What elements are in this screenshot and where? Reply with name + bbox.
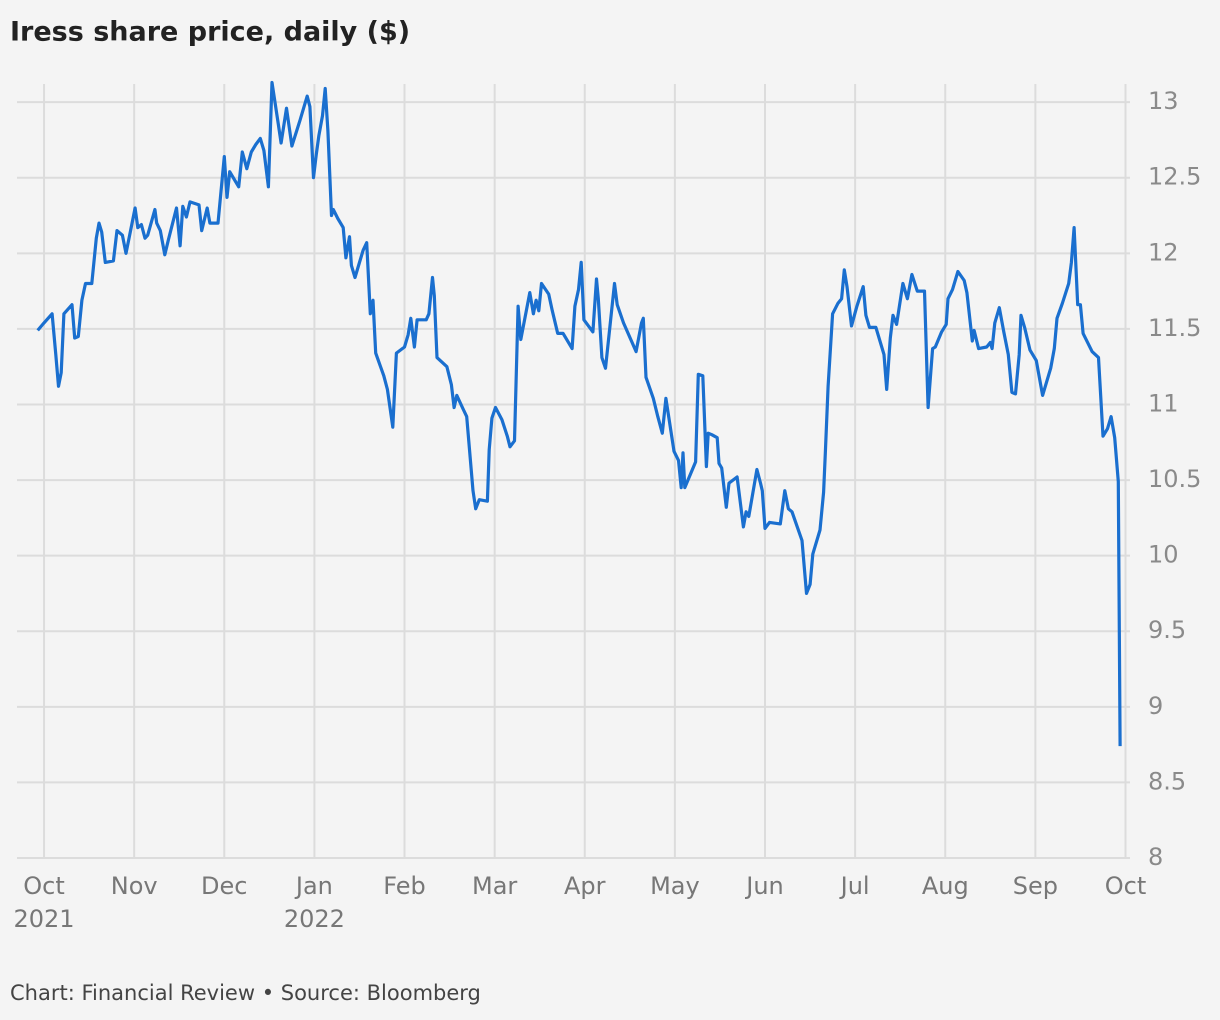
price-line bbox=[36, 80, 1122, 747]
y-tick-label: 9 bbox=[1148, 692, 1163, 720]
y-tick-label: 10 bbox=[1148, 541, 1179, 569]
x-tick-label: Jun bbox=[744, 872, 784, 900]
x-tick-label: Jan bbox=[294, 872, 333, 900]
y-tick-label: 8 bbox=[1148, 843, 1163, 871]
y-tick-label: 13 bbox=[1148, 87, 1179, 115]
x-tick-label: Sep bbox=[1013, 872, 1058, 900]
y-tick-label: 12.5 bbox=[1148, 163, 1201, 191]
y-tick-label: 9.5 bbox=[1148, 616, 1186, 644]
chart-title: Iress share price, daily ($) bbox=[10, 17, 410, 48]
x-tick-label: Jul bbox=[839, 872, 870, 900]
x-year-label: 2022 bbox=[284, 905, 345, 933]
x-tick-label: Oct bbox=[23, 872, 65, 900]
source-note: Chart: Financial Review • Source: Bloomb… bbox=[10, 981, 481, 1005]
x-tick-label: Feb bbox=[383, 872, 426, 900]
x-year-label: 2021 bbox=[13, 905, 74, 933]
x-tick-label: Apr bbox=[564, 872, 606, 900]
y-tick-label: 11.5 bbox=[1148, 314, 1201, 342]
x-tick-label: Oct bbox=[1105, 872, 1147, 900]
y-tick-label: 11 bbox=[1148, 389, 1179, 417]
y-tick-label: 12 bbox=[1148, 238, 1179, 266]
x-tick-label: Dec bbox=[201, 872, 247, 900]
y-tick-label: 10.5 bbox=[1148, 465, 1201, 493]
x-tick-label: Aug bbox=[922, 872, 969, 900]
x-tick-label: Mar bbox=[472, 872, 517, 900]
y-tick-label: 8.5 bbox=[1148, 767, 1186, 795]
x-tick-label: May bbox=[650, 872, 700, 900]
x-tick-label: Nov bbox=[111, 872, 158, 900]
